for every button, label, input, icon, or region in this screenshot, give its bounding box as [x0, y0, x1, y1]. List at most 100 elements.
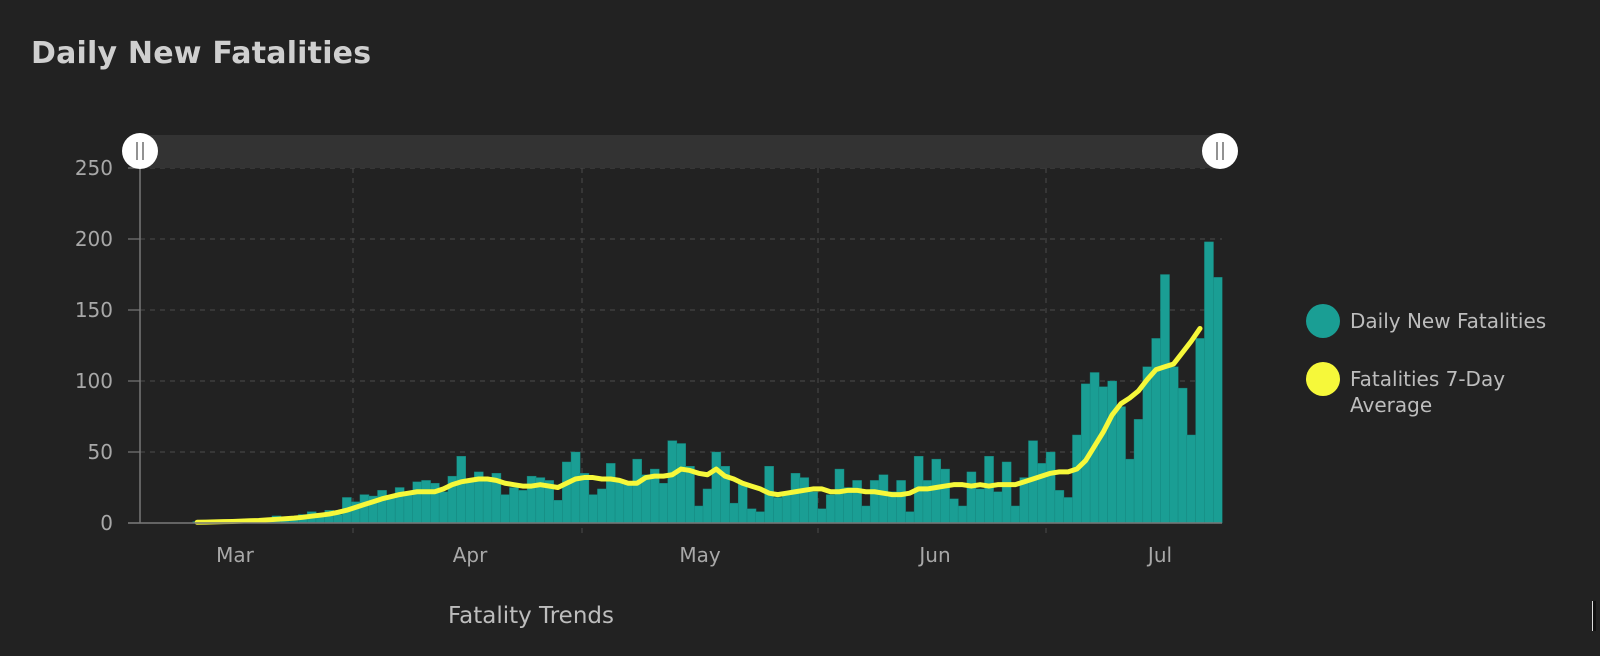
- seven-day-average-line: [194, 325, 1203, 525]
- bar-30[interactable]: [403, 491, 414, 524]
- bar-48[interactable]: [562, 461, 572, 524]
- bar-78[interactable]: [825, 494, 836, 524]
- bar-97[interactable]: [993, 491, 1003, 524]
- bar-43[interactable]: [518, 490, 528, 524]
- bar-122[interactable]: [1212, 277, 1223, 524]
- bar-116[interactable]: [1160, 274, 1170, 524]
- bar-117[interactable]: [1169, 366, 1179, 524]
- bar-28[interactable]: [386, 497, 396, 524]
- bar-53[interactable]: [606, 463, 616, 524]
- bar-99[interactable]: [1010, 505, 1021, 524]
- bar-27[interactable]: [377, 490, 387, 524]
- bar-92[interactable]: [949, 498, 959, 524]
- bar-50[interactable]: [579, 473, 590, 524]
- bar-42[interactable]: [509, 487, 519, 524]
- slider-track[interactable]: [140, 135, 1220, 168]
- bar-93[interactable]: [957, 505, 968, 524]
- bar-52[interactable]: [597, 488, 607, 524]
- bar-64[interactable]: [702, 488, 713, 524]
- bar-73[interactable]: [781, 491, 792, 524]
- bar-62[interactable]: [685, 466, 695, 524]
- y-tick-labels: 0 50 100 150 200 250: [75, 156, 113, 535]
- bar-77[interactable]: [817, 508, 827, 524]
- bar-34[interactable]: [438, 491, 449, 524]
- bar-41[interactable]: [500, 494, 510, 524]
- bar-56[interactable]: [632, 458, 642, 524]
- bar-37[interactable]: [465, 480, 475, 524]
- legend-item-average[interactable]: Fatalities 7-Day Average: [1306, 362, 1596, 418]
- bar-96[interactable]: [984, 456, 994, 524]
- x-tick-label-jun: Jun: [917, 543, 950, 567]
- bar-59[interactable]: [658, 483, 669, 524]
- bar-47[interactable]: [553, 500, 563, 524]
- bar-118[interactable]: [1177, 387, 1188, 524]
- bar-82[interactable]: [861, 505, 871, 524]
- bar-22[interactable]: [333, 514, 343, 524]
- bar-109[interactable]: [1098, 386, 1109, 524]
- bar-68[interactable]: [737, 483, 748, 524]
- bar-104[interactable]: [1054, 490, 1065, 524]
- bar-65[interactable]: [711, 451, 722, 524]
- y-tick-label-150: 150: [75, 298, 113, 322]
- bar-74[interactable]: [790, 473, 801, 524]
- y-tick-label-250: 250: [75, 156, 113, 180]
- page-title: Daily New Fatalities: [31, 36, 372, 71]
- bar-119[interactable]: [1186, 434, 1197, 524]
- bar-120[interactable]: [1195, 338, 1205, 524]
- bar-84[interactable]: [878, 474, 889, 524]
- bar-70[interactable]: [755, 511, 766, 524]
- bar-55[interactable]: [623, 483, 634, 524]
- bar-60[interactable]: [667, 440, 678, 524]
- bar-106[interactable]: [1072, 434, 1082, 524]
- bar-94[interactable]: [966, 471, 977, 524]
- x-tick-label-may: May: [679, 543, 721, 567]
- bar-86[interactable]: [896, 480, 906, 524]
- bar-36[interactable]: [456, 456, 466, 524]
- bar-69[interactable]: [746, 508, 757, 524]
- bar-75[interactable]: [799, 477, 810, 524]
- bar-32[interactable]: [421, 480, 431, 524]
- x-tick-labels: Mar Apr May Jun Jul: [216, 543, 1172, 567]
- bar-103[interactable]: [1045, 451, 1056, 524]
- slider-handle-right[interactable]: [1202, 133, 1238, 169]
- bar-81[interactable]: [852, 480, 862, 524]
- bar-31[interactable]: [412, 481, 423, 524]
- time-range-slider[interactable]: [122, 133, 1238, 169]
- bar-102[interactable]: [1037, 463, 1047, 524]
- bar-87[interactable]: [905, 511, 915, 524]
- bar-51[interactable]: [588, 494, 598, 524]
- chart-legend: Daily New Fatalities Fatalities 7-Day Av…: [1306, 304, 1596, 442]
- bar-72[interactable]: [773, 497, 783, 524]
- legend-item-daily[interactable]: Daily New Fatalities: [1306, 304, 1596, 338]
- x-tick-label-apr: Apr: [453, 543, 488, 567]
- x-tick-label-mar: Mar: [216, 543, 255, 567]
- bar-98[interactable]: [1001, 461, 1012, 524]
- bar-95[interactable]: [975, 488, 985, 524]
- y-tick-label-50: 50: [88, 440, 113, 464]
- bar-series: [192, 241, 1223, 524]
- bar-111[interactable]: [1116, 406, 1126, 524]
- bar-61[interactable]: [676, 443, 686, 524]
- x-tick-label-jul: Jul: [1146, 543, 1172, 567]
- bar-39[interactable]: [482, 480, 493, 524]
- bar-121[interactable]: [1204, 241, 1214, 524]
- y-tick-label-100: 100: [75, 369, 113, 393]
- slider-handle-left[interactable]: [122, 133, 158, 169]
- bar-63[interactable]: [694, 505, 704, 524]
- bar-25[interactable]: [359, 494, 370, 524]
- bar-76[interactable]: [808, 491, 818, 524]
- bar-114[interactable]: [1142, 366, 1153, 524]
- bar-112[interactable]: [1125, 458, 1135, 524]
- bar-83[interactable]: [869, 480, 880, 524]
- bar-113[interactable]: [1133, 419, 1144, 524]
- bar-110[interactable]: [1107, 380, 1117, 524]
- bar-49[interactable]: [570, 451, 581, 524]
- bar-79[interactable]: [834, 468, 845, 524]
- y-tick-label-0: 0: [100, 511, 113, 535]
- bar-91[interactable]: [940, 468, 950, 524]
- bar-54[interactable]: [614, 480, 625, 524]
- bar-90[interactable]: [931, 458, 942, 524]
- bar-105[interactable]: [1063, 497, 1073, 524]
- bar-67[interactable]: [729, 502, 739, 524]
